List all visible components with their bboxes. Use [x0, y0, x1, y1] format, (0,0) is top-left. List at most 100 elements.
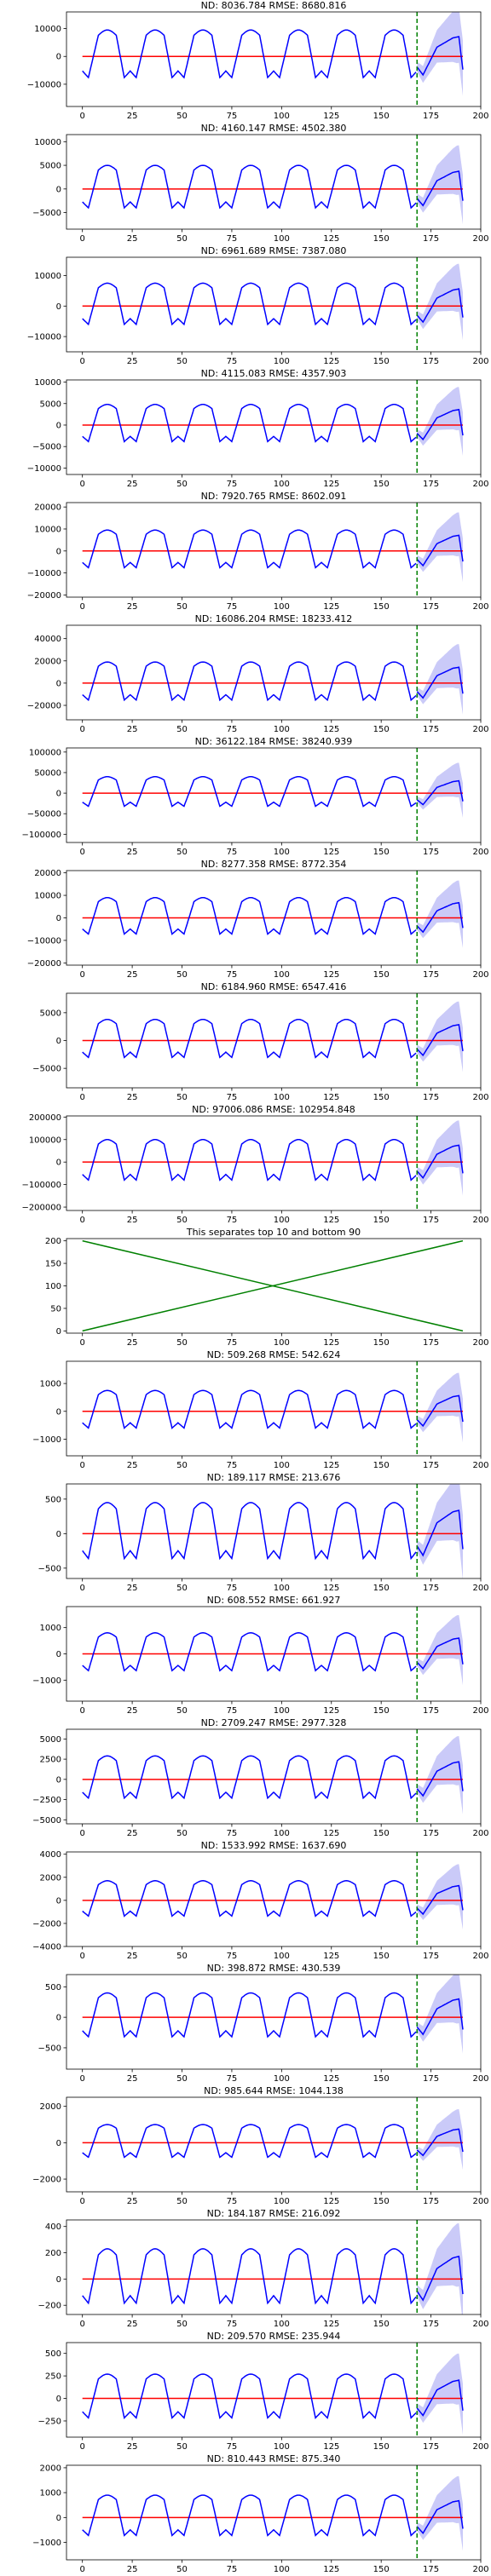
y-tick-label: 500: [45, 2349, 61, 2359]
chart-svg-17: ND: 398.872 RMSE: 430.539 −500 0 500 0 25 50 75…: [38, 1963, 489, 2084]
confidence-band: [417, 644, 463, 715]
actual-series: [82, 29, 417, 79]
y-tick-label: 0: [56, 914, 61, 923]
x-tick-label: 75: [227, 1706, 238, 1716]
axes-frame: [66, 502, 482, 598]
forecast-series: [416, 2128, 464, 2157]
confidence-band: [417, 512, 463, 583]
y-tick-label: 0: [56, 421, 61, 430]
y-tick-label: 100000: [29, 748, 61, 757]
x-tick-label: 100: [274, 1461, 290, 1470]
x-tick-label: 150: [373, 2320, 390, 2329]
x-tick-label: 125: [323, 2565, 339, 2574]
actual-series: [82, 1502, 417, 1561]
x-tick-label: 100: [274, 2320, 290, 2329]
x-tick-label: 25: [127, 234, 138, 244]
forecast-series: [416, 1884, 464, 1916]
y-tick-label: 20000: [34, 869, 61, 878]
x-tick-label: 25: [127, 970, 138, 980]
x-tick-label: 125: [323, 480, 339, 489]
x-tick-label: 25: [127, 848, 138, 857]
x-tick-label: 175: [423, 725, 439, 734]
y-tick-label: −200000: [21, 1204, 61, 1213]
x-tick-label: 75: [227, 2565, 238, 2574]
x-tick-label: 125: [323, 1706, 339, 1716]
chart-svg-20: ND: 209.570 RMSE: 235.944 −250 0 250 500 0 25 5…: [38, 2331, 489, 2452]
forecast-series: [416, 779, 464, 806]
x-tick-label: 50: [176, 970, 188, 980]
axes-frame: [66, 2342, 482, 2438]
chart-title: ND: 8036.784 RMSE: 8680.816: [201, 0, 347, 11]
forecast-series: [416, 408, 464, 441]
x-tick-label: 0: [80, 1461, 85, 1470]
panel-6: ND: 16086.204 RMSE: 18233.412 −20000 0 2000…: [0, 613, 491, 736]
confidence-band: [417, 2475, 463, 2551]
chart-title: ND: 36122.184 RMSE: 38240.939: [195, 736, 353, 747]
y-tick-label: 150: [45, 1260, 61, 1269]
forecast-series: [416, 1509, 464, 1557]
axes-frame: [66, 1974, 482, 2070]
x-tick-label: 200: [472, 1829, 488, 1838]
y-tick-label: −5000: [32, 443, 61, 452]
x-tick-label: 200: [472, 2197, 488, 2206]
x-tick-label: 175: [423, 1706, 439, 1716]
y-tick-label: 200: [45, 2249, 61, 2258]
confidence-band: [417, 1614, 463, 1686]
x-tick-label: 125: [323, 112, 339, 121]
y-tick-label: 0: [56, 1896, 61, 1906]
y-tick-label: 0: [56, 1407, 61, 1417]
confidence-band: [417, 1120, 463, 1196]
x-tick-label: 150: [373, 112, 390, 121]
x-tick-label: 75: [227, 848, 238, 857]
x-tick-label: 125: [323, 357, 339, 366]
x-tick-label: 200: [472, 112, 488, 121]
forecast-series: [416, 1998, 464, 2036]
x-tick-label: 75: [227, 357, 238, 366]
x-tick-label: 75: [227, 1584, 238, 1593]
chart-svg-12: ND: 509.268 RMSE: 542.624 −1000 0 1000 0 25 50…: [32, 1349, 488, 1470]
y-tick-label: 1000: [40, 1380, 61, 1389]
y-tick-label: 10000: [34, 525, 61, 534]
x-tick-label: 150: [373, 480, 390, 489]
y-tick-label: 500: [45, 1495, 61, 1504]
x-tick-label: 25: [127, 1338, 138, 1348]
x-tick-label: 200: [472, 2074, 488, 2084]
x-tick-label: 175: [423, 112, 439, 121]
y-tick-label: 0: [56, 679, 61, 688]
x-tick-label: 150: [373, 1461, 390, 1470]
y-tick-label: −500: [38, 2044, 61, 2053]
x-tick-label: 25: [127, 1216, 138, 1225]
x-tick-label: 175: [423, 602, 439, 612]
x-tick-label: 175: [423, 2197, 439, 2206]
confidence-band: [417, 1864, 463, 1930]
x-tick-label: 25: [127, 2320, 138, 2329]
chart-title: ND: 608.552 RMSE: 661.927: [207, 1595, 341, 1606]
chart-svg-7: ND: 36122.184 RMSE: 38240.939 −100000 −500…: [21, 736, 488, 857]
y-tick-label: 0: [56, 547, 61, 556]
x-tick-label: 0: [80, 2320, 85, 2329]
x-tick-label: 150: [373, 1216, 390, 1225]
y-tick-label: 0: [56, 2139, 61, 2148]
x-tick-label: 150: [373, 2565, 390, 2574]
panel-12: ND: 509.268 RMSE: 542.624 −1000 0 1000 0 25 50…: [0, 1349, 491, 1472]
chart-svg-14: ND: 608.552 RMSE: 661.927 −1000 0 1000 0 25 50…: [32, 1595, 488, 1716]
panel-7: ND: 36122.184 RMSE: 38240.939 −100000 −500…: [0, 736, 491, 859]
x-tick-label: 75: [227, 1338, 238, 1348]
chart-svg-4: ND: 4115.083 RMSE: 4357.903 −10000 −5000 0 5…: [27, 368, 489, 489]
confidence-band: [417, 387, 463, 457]
x-tick-label: 50: [176, 1584, 188, 1593]
x-tick-label: 200: [472, 1093, 488, 1102]
y-tick-label: 5000: [40, 162, 61, 171]
x-tick-label: 50: [176, 112, 188, 121]
y-tick-label: 0: [56, 2275, 61, 2285]
y-tick-label: −5000: [32, 209, 61, 218]
forecast-series: [416, 2499, 464, 2534]
x-tick-label: 100: [274, 1706, 290, 1716]
x-tick-label: 75: [227, 1829, 238, 1838]
x-tick-label: 50: [176, 602, 188, 612]
panel-11: This separates top 10 and bottom 90 0 50 10…: [0, 1227, 491, 1349]
separator-line-up: [82, 1239, 464, 1332]
chart-title: ND: 7920.765 RMSE: 8602.091: [201, 491, 347, 502]
x-tick-label: 25: [127, 480, 138, 489]
